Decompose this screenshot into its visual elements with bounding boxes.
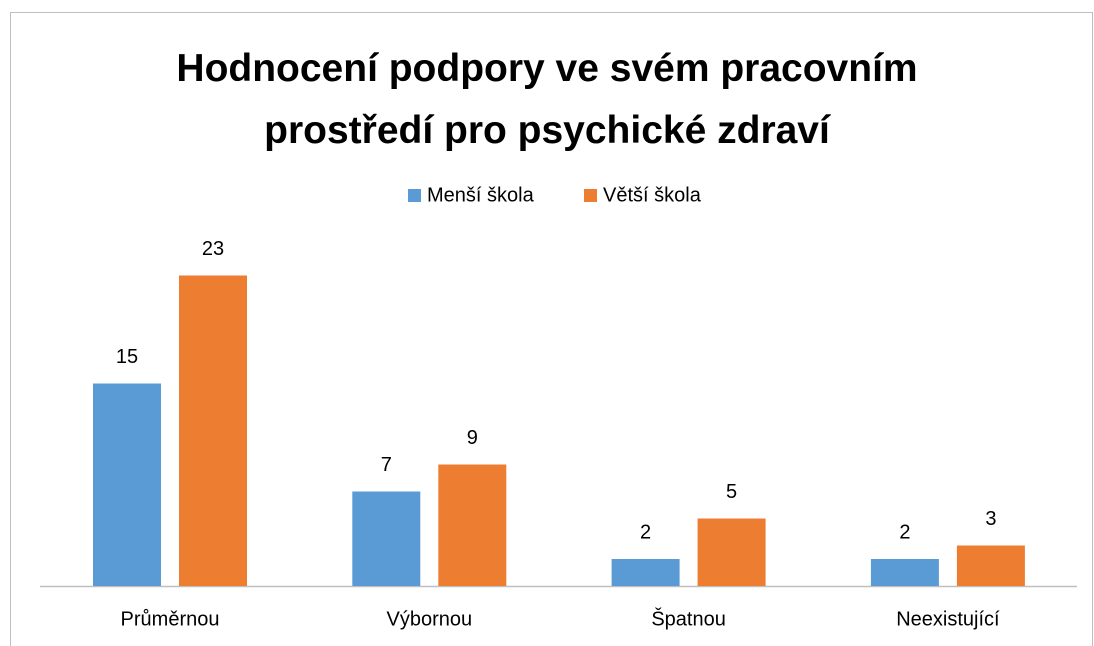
x-tick-label: Výbornou [386,608,472,630]
chart-title: Hodnocení podpory ve svém pracovním pros… [176,47,918,152]
bar [93,383,161,586]
x-tick-label: Průměrnou [121,608,220,630]
x-tick-label: Neexistující [896,608,1000,630]
bar [179,275,247,586]
bar [870,559,939,586]
legend-swatch [584,189,597,202]
bar [697,518,766,586]
data-label: 2 [899,521,910,543]
data-label: 23 [202,238,224,260]
data-label: 5 [726,481,737,503]
legend-label: Větší škola [603,184,702,206]
bar [438,464,507,586]
data-label: 15 [116,346,138,368]
chart-border [10,12,1093,646]
bar [956,545,1025,586]
bar [611,559,680,586]
x-tick-label: Špatnou [651,607,726,630]
data-label: 7 [381,454,392,476]
bar [352,491,421,586]
data-label: 2 [640,521,651,543]
data-label: 9 [467,427,478,449]
legend-label: Menší škola [427,184,535,206]
legend-swatch [408,189,421,202]
data-label: 3 [985,508,996,530]
